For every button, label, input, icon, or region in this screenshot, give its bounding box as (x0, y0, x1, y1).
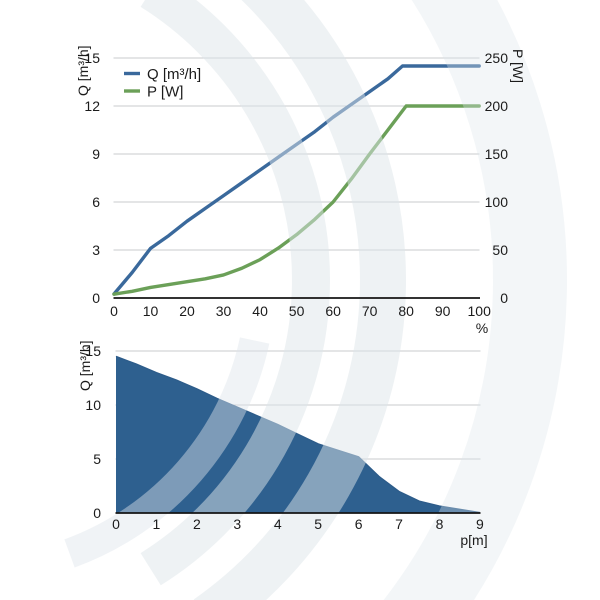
legend-p-label: P [W] (147, 84, 183, 101)
tick-label: 100 (485, 194, 509, 210)
tick-label: 5 (314, 516, 322, 532)
tick-label: 10 (85, 397, 101, 413)
flow-head-area-series (115, 355, 481, 514)
tick-label: 0 (110, 303, 118, 319)
tick-label: 30 (216, 303, 232, 319)
top-right-axis-title: P [W] (510, 49, 526, 83)
tick-label: 3 (233, 516, 241, 532)
top-left-axis-title: Q [m³/h] (75, 45, 91, 96)
top-x-axis-title: % (476, 320, 488, 336)
bottom-chart-y-tick-labels: 0 5 10 15 (85, 343, 101, 521)
top-chart-left-y-tick-labels: 0 3 6 9 12 15 (84, 50, 100, 306)
tick-label: 50 (492, 242, 508, 258)
tick-label: 8 (436, 516, 444, 532)
area-top-edge (115, 355, 481, 514)
tick-label: 80 (398, 303, 414, 319)
watermark-arc (64, 337, 270, 568)
bottom-chart-x-tick-labels: 0 1 2 3 4 5 6 7 8 9 (112, 516, 484, 532)
tick-label: 5 (93, 451, 101, 467)
tick-label: 4 (274, 516, 282, 532)
tick-label: 40 (252, 303, 268, 319)
tick-label: 9 (476, 516, 484, 532)
tick-label: 60 (325, 303, 341, 319)
tick-label: 10 (143, 303, 159, 319)
tick-label: 3 (92, 242, 100, 258)
tick-label: 0 (92, 290, 100, 306)
tick-label: 15 (85, 343, 101, 359)
watermark-arc (140, 0, 330, 586)
tick-label: 6 (355, 516, 363, 532)
tick-label: 150 (485, 146, 509, 162)
tick-label: 200 (485, 98, 509, 114)
tick-label: 0 (112, 516, 120, 532)
tick-label: 100 (468, 303, 492, 319)
tick-label: 12 (84, 98, 100, 114)
tick-label: 0 (93, 505, 101, 521)
watermark-logo (64, 0, 567, 600)
tick-label: 2 (193, 516, 201, 532)
tick-label: 0 (500, 290, 508, 306)
bottom-x-axis-title: p[m] (460, 532, 487, 548)
top-chart-right-y-tick-labels: 0 50 100 150 200 250 (485, 50, 509, 306)
tick-label: 50 (289, 303, 305, 319)
tick-label: 20 (179, 303, 195, 319)
tick-label: 6 (92, 194, 100, 210)
top-chart-x-tick-labels: 0 10 20 30 40 50 60 70 80 90 100 (110, 303, 491, 319)
tick-label: 15 (84, 50, 100, 66)
watermark-arc (383, 0, 567, 600)
tick-label: 90 (435, 303, 451, 319)
legend: Q [m³/h] P [W] (124, 66, 201, 101)
tick-label: 70 (362, 303, 378, 319)
tick-label: 1 (153, 516, 161, 532)
bottom-left-axis-title: Q [m³/h] (77, 340, 93, 391)
flow-curve-line (112, 64, 481, 296)
legend-q-label: Q [m³/h] (147, 66, 201, 83)
tick-label: 250 (485, 50, 509, 66)
tick-label: 7 (395, 516, 403, 532)
watermark-arc (193, 0, 406, 600)
tick-label: 9 (92, 146, 100, 162)
